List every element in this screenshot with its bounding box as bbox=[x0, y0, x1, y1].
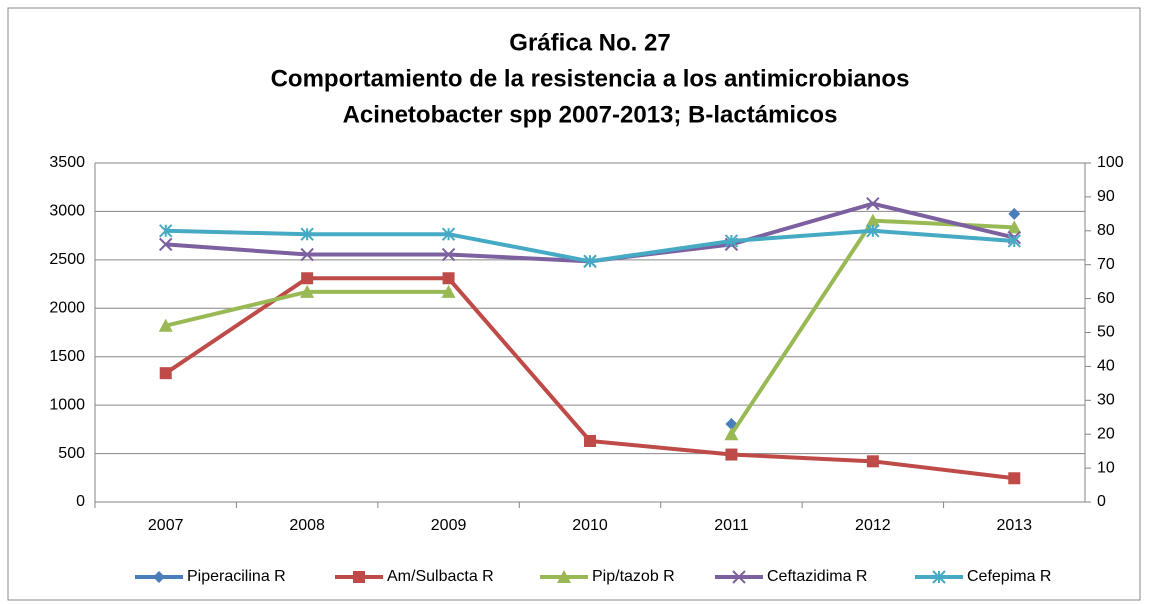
data-point bbox=[866, 196, 880, 211]
chart-frame bbox=[7, 7, 1141, 601]
legend-label: Cefepima R bbox=[967, 568, 1051, 585]
y2-tick-label: 60 bbox=[1097, 290, 1115, 307]
data-point bbox=[300, 284, 315, 298]
legend-label: Ceftazidima R bbox=[767, 568, 867, 585]
y-tick-label: 3500 bbox=[49, 154, 85, 171]
data-point bbox=[159, 367, 172, 380]
x-tick-label: 2012 bbox=[855, 517, 891, 534]
y-tick-label: 1000 bbox=[49, 396, 85, 413]
y-tick-label: 2000 bbox=[49, 300, 85, 317]
y-tick-label: 3000 bbox=[49, 203, 85, 220]
y2-tick-label: 100 bbox=[1097, 154, 1124, 171]
data-point bbox=[1007, 220, 1022, 234]
data-point bbox=[300, 247, 314, 262]
data-point bbox=[1008, 207, 1021, 220]
y2-tick-label: 10 bbox=[1097, 459, 1115, 476]
legend-label: Pip/tazob R bbox=[592, 568, 675, 585]
y2-tick-label: 70 bbox=[1097, 256, 1115, 273]
data-point bbox=[724, 234, 739, 248]
x-tick-label: 2010 bbox=[572, 517, 608, 534]
data-point bbox=[159, 237, 173, 252]
data-point bbox=[865, 213, 880, 227]
y-tick-label: 1500 bbox=[49, 348, 85, 365]
data-point bbox=[441, 284, 456, 298]
y2-tick-label: 80 bbox=[1097, 222, 1115, 239]
chart-title: Comportamiento de la resistencia a los a… bbox=[271, 65, 910, 92]
data-point bbox=[441, 247, 456, 262]
legend-marker bbox=[353, 571, 365, 583]
y2-tick-label: 50 bbox=[1097, 324, 1115, 341]
data-point bbox=[442, 272, 455, 285]
x-tick-label: 2011 bbox=[714, 517, 749, 534]
chart-title: Acinetobacter spp 2007-2013; B-lactámico… bbox=[343, 101, 838, 128]
data-point bbox=[584, 434, 596, 447]
legend-marker bbox=[732, 570, 746, 584]
legend-marker bbox=[932, 570, 946, 584]
chart-title: Gráfica No. 27 bbox=[509, 29, 670, 56]
legend-marker bbox=[153, 571, 165, 583]
y2-tick-label: 20 bbox=[1097, 425, 1115, 442]
legend-label: Piperacilina R bbox=[187, 568, 286, 585]
data-point bbox=[301, 272, 314, 285]
data-point bbox=[724, 427, 739, 441]
data-point bbox=[159, 224, 173, 238]
data-point bbox=[583, 254, 597, 269]
y2-tick-label: 30 bbox=[1097, 392, 1115, 409]
data-point bbox=[1007, 234, 1021, 248]
data-point bbox=[725, 448, 738, 461]
y2-tick-label: 90 bbox=[1097, 188, 1115, 205]
y2-tick-label: 0 bbox=[1097, 493, 1106, 510]
data-point bbox=[866, 224, 880, 238]
legend-label: Am/Sulbacta R bbox=[387, 568, 494, 585]
y2-tick-label: 40 bbox=[1097, 358, 1115, 375]
x-tick-label: 2013 bbox=[996, 517, 1032, 534]
x-tick-label: 2009 bbox=[431, 517, 467, 534]
legend-marker bbox=[557, 570, 571, 583]
data-point bbox=[158, 318, 173, 332]
x-tick-label: 2008 bbox=[289, 517, 325, 534]
y-tick-label: 500 bbox=[58, 445, 85, 462]
data-point bbox=[1008, 472, 1021, 485]
data-point bbox=[866, 455, 879, 468]
data-point bbox=[300, 227, 314, 241]
data-point bbox=[441, 227, 456, 241]
y-tick-label: 0 bbox=[76, 493, 85, 510]
x-tick-label: 2007 bbox=[148, 517, 184, 534]
y-tick-label: 2500 bbox=[49, 251, 85, 268]
